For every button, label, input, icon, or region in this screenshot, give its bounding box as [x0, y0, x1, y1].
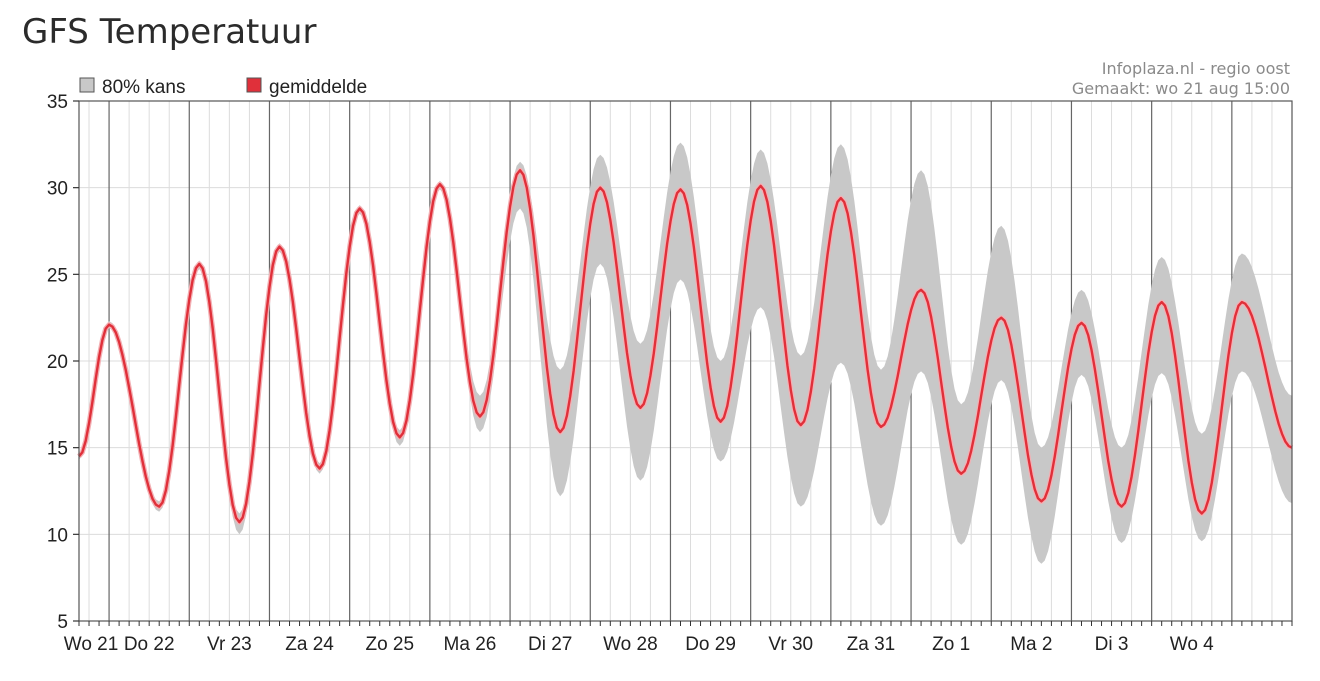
x-tick-label-5: Ma 26: [444, 634, 497, 655]
y-tick-label-4: 25: [47, 265, 68, 286]
source-line-2: Gemaakt: wo 21 aug 15:00: [1072, 79, 1290, 98]
axes: 5 10 15 20 25 30 35 Wo 21 Do 22 Vr 23 Za 24 Zo 25 Ma…: [47, 92, 1293, 655]
y-tick-label-5: 30: [47, 179, 68, 200]
y-tick-label-0: 5: [57, 612, 68, 633]
x-tick-label-0: Wo 21: [64, 634, 119, 655]
x-tick-label-10: Za 31: [847, 634, 896, 655]
x-tick-label-9: Vr 30: [768, 634, 813, 655]
x-tick-label-1: Do 22: [124, 634, 175, 655]
mean-line-path: [78, 169, 1293, 524]
x-tick-label-2: Vr 23: [207, 634, 252, 655]
x-tick-label-6: Di 27: [528, 634, 572, 655]
x-tick-label-3: Za 24: [285, 634, 334, 655]
legend-label-80pct: 80% kans: [102, 77, 185, 98]
grid: [79, 100, 1292, 622]
x-tick-label-4: Zo 25: [365, 634, 414, 655]
band-80pct: [79, 142, 1292, 564]
x-tick-label-7: Wo 28: [603, 634, 658, 655]
legend: 80% kans gemiddelde: [79, 77, 367, 98]
y-tick-label-2: 15: [47, 439, 68, 460]
legend-label-mean: gemiddelde: [269, 77, 367, 98]
x-tick-label-14: Wo 4: [1170, 634, 1214, 655]
y-tick-label-1: 10: [47, 525, 68, 546]
x-tick-label-12: Ma 2: [1010, 634, 1052, 655]
source-line-1: Infoplaza.nl - regio oost: [1102, 59, 1290, 78]
band-area: [79, 142, 1292, 564]
legend-swatch-80pct: [79, 77, 95, 93]
y-tick-label-3: 20: [47, 352, 68, 373]
source-info: Infoplaza.nl - regio oost Gemaakt: wo 21…: [1072, 59, 1290, 98]
y-tick-label-6: 35: [47, 92, 68, 113]
mean-line: [77, 167, 1294, 525]
x-tick-label-11: Zo 1: [932, 634, 970, 655]
x-tick-label-8: Do 29: [685, 634, 736, 655]
page-title: GFS Temperatuur: [22, 12, 317, 52]
x-tick-label-13: Di 3: [1095, 634, 1129, 655]
legend-swatch-mean: [246, 77, 262, 93]
